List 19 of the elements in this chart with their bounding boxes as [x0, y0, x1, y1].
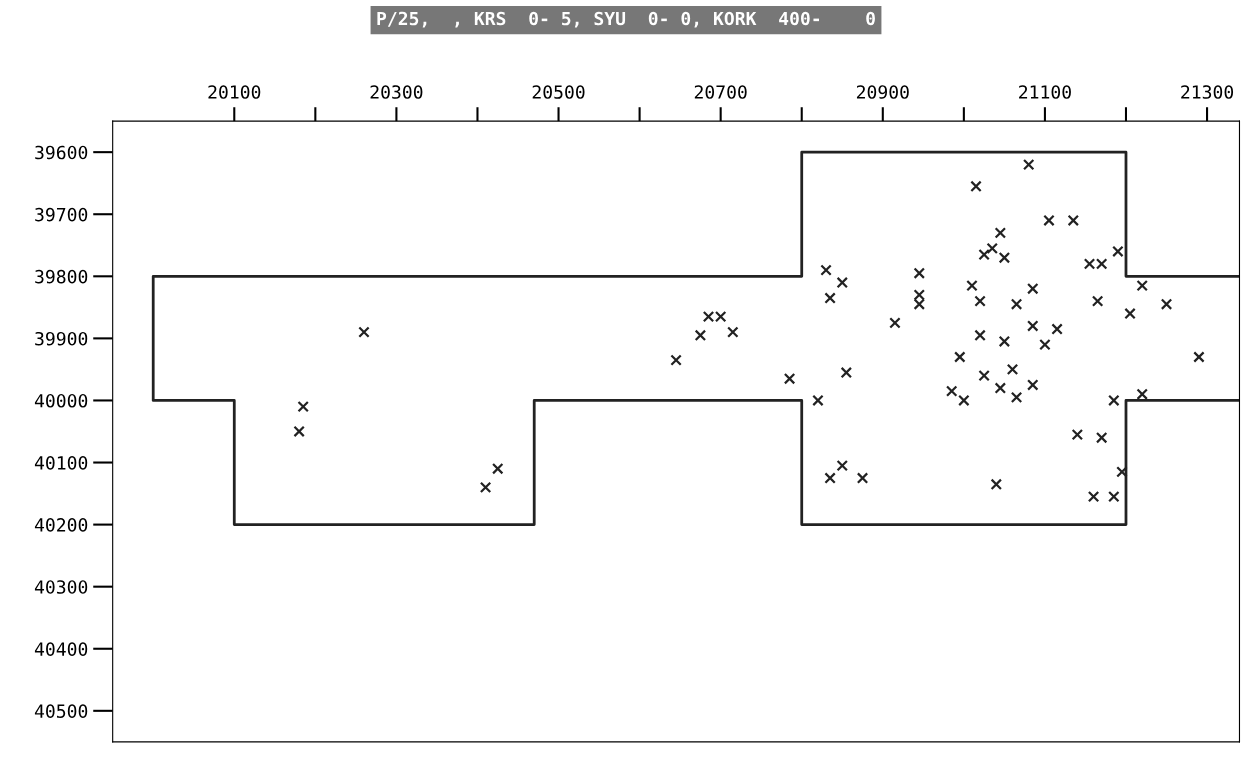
x-tick-label: 20300: [370, 85, 423, 99]
y-tick-label: 40000: [34, 393, 88, 408]
x-tick-label: 20900: [856, 85, 909, 99]
y-tick-label: 40300: [34, 580, 88, 594]
y-tick-label: 39800: [35, 269, 88, 284]
y-tick-label: 40200: [34, 518, 88, 532]
y-tick-label: 39600: [35, 145, 88, 160]
x-tick-label: 21300: [1181, 85, 1234, 99]
x-tick-label: 20500: [532, 85, 585, 99]
y-tick-label: 39900: [35, 331, 88, 346]
x-tick-label: 20700: [694, 85, 747, 99]
y-tick-label: 40100: [34, 456, 88, 470]
chart-title: P/25, , KRS 0- 5, SYU 0- 0, KORK 400- 0: [377, 11, 875, 28]
y-tick-label: 40500: [34, 704, 88, 718]
y-tick-label: 39700: [35, 207, 88, 222]
line-series: [151, 150, 1240, 526]
y-tick-label: 40400: [34, 642, 88, 656]
x-tick-label: 21100: [1019, 85, 1071, 99]
x-tick-label: 20100: [208, 85, 261, 99]
